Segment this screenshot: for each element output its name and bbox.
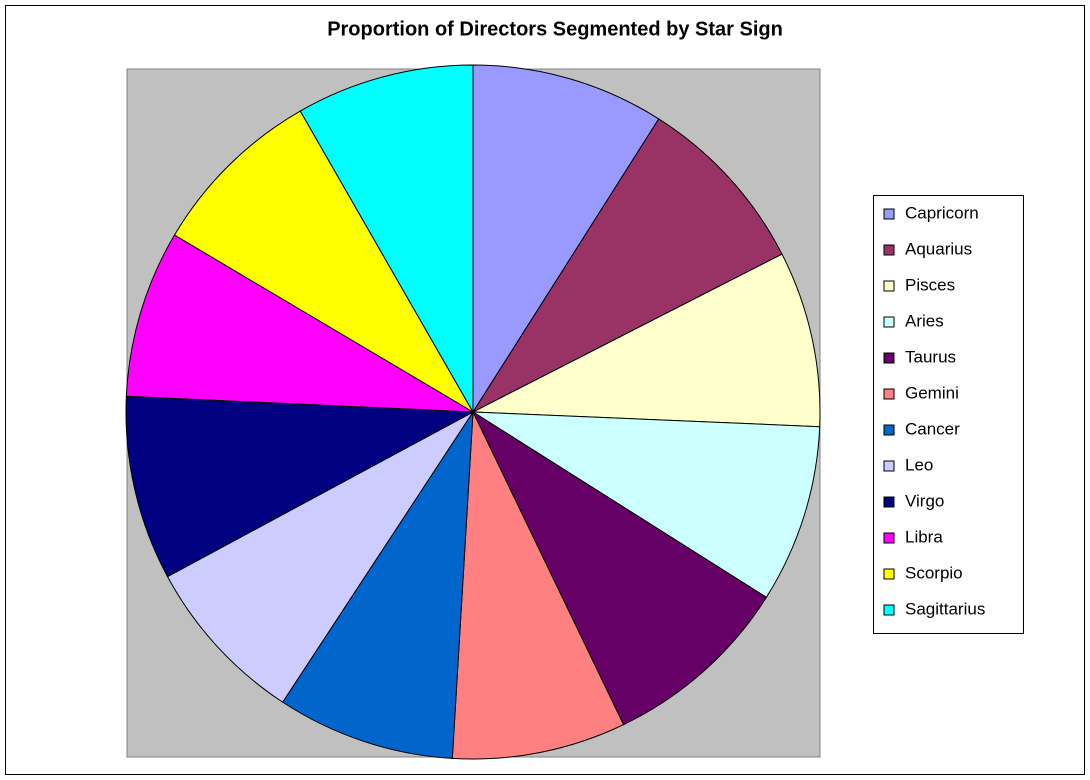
legend-label: Aquarius — [905, 239, 972, 258]
legend-label: Capricorn — [905, 203, 979, 222]
pie-slice — [299, 64, 474, 414]
pie-slice — [125, 234, 474, 413]
pie-slice — [125, 395, 475, 578]
legend-label: Sagittarius — [905, 599, 985, 618]
legend-swatch — [883, 388, 895, 400]
legend-label: Libra — [905, 527, 943, 546]
pie-slice — [173, 110, 475, 414]
legend-label: Taurus — [905, 347, 956, 366]
pie-slice — [166, 411, 474, 703]
pie-slice — [472, 64, 660, 414]
legend-label: Virgo — [905, 491, 944, 510]
legend-swatch — [883, 532, 895, 544]
legend-swatch — [883, 280, 895, 292]
pie-slice — [471, 253, 821, 428]
legend-swatch — [883, 352, 895, 364]
legend-label: Scorpio — [905, 563, 963, 582]
legend-swatch — [883, 568, 895, 580]
pie-slice — [471, 118, 783, 414]
pie-slice — [451, 410, 625, 760]
legend-swatch — [883, 424, 895, 436]
legend-label: Pisces — [905, 275, 955, 294]
legend-swatch — [883, 316, 895, 328]
legend-swatch — [883, 244, 895, 256]
legend-swatch — [883, 460, 895, 472]
pie-slice — [281, 410, 474, 759]
legend-label: Aries — [905, 311, 944, 330]
pie-slice — [471, 410, 768, 726]
legend-label: Leo — [905, 455, 933, 474]
legend-swatch — [883, 496, 895, 508]
pie-slice — [471, 411, 821, 598]
legend-box — [873, 195, 1024, 634]
chart-title: Proportion of Directors Segmented by Sta… — [327, 18, 783, 40]
legend-swatch — [883, 604, 895, 616]
legend-label: Gemini — [905, 383, 959, 402]
legend-label: Cancer — [905, 419, 960, 438]
legend-swatch — [883, 208, 895, 220]
